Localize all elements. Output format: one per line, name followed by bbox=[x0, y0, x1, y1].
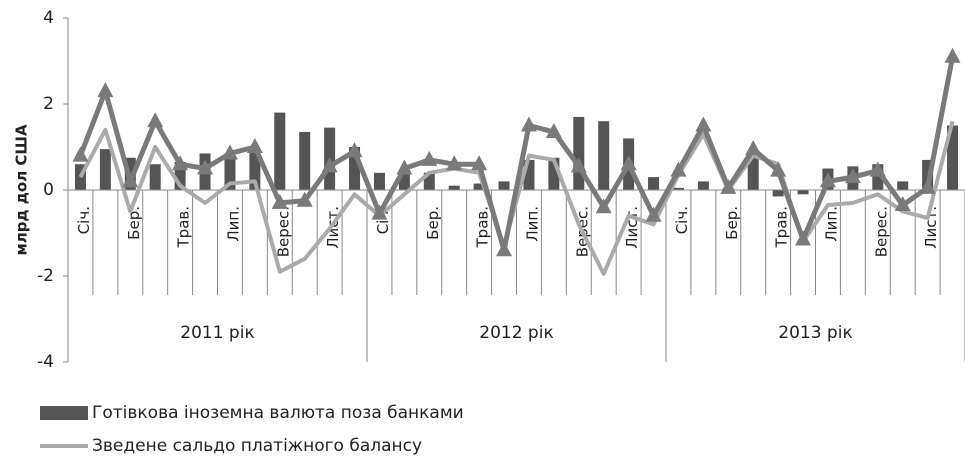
marker bbox=[97, 82, 114, 98]
marker bbox=[172, 155, 189, 171]
bar bbox=[373, 172, 385, 190]
x-tick-label: Бер. bbox=[125, 206, 143, 240]
x-tick-label: Трав. bbox=[773, 206, 791, 248]
x-tick-label: Лип. bbox=[822, 206, 840, 242]
marker bbox=[620, 155, 637, 171]
marker bbox=[894, 196, 911, 212]
marker bbox=[695, 116, 712, 132]
bar bbox=[99, 149, 111, 190]
marker bbox=[645, 206, 662, 222]
bar bbox=[548, 157, 560, 190]
bar bbox=[149, 164, 161, 190]
marker bbox=[745, 140, 762, 156]
marker bbox=[471, 155, 488, 171]
marker bbox=[869, 161, 886, 177]
bar bbox=[772, 190, 784, 197]
bar bbox=[274, 112, 286, 190]
marker bbox=[147, 112, 164, 128]
bar bbox=[697, 181, 709, 190]
marker bbox=[296, 191, 313, 207]
x-tick-label: Трав. bbox=[175, 206, 193, 248]
marker bbox=[421, 150, 438, 166]
y-tick-label: -4 bbox=[37, 352, 54, 372]
marker bbox=[770, 161, 787, 177]
x-tick-label: Лип. bbox=[523, 206, 541, 242]
bar bbox=[598, 121, 610, 190]
bar bbox=[523, 159, 535, 190]
x-tick-label: Верес. bbox=[872, 206, 890, 257]
y-axis-label: млрд дол США bbox=[13, 124, 31, 255]
marker bbox=[944, 47, 961, 63]
marker bbox=[595, 198, 612, 214]
x-tick-label: Лист. bbox=[922, 206, 940, 249]
bar bbox=[672, 187, 684, 190]
marker bbox=[321, 157, 338, 173]
marker bbox=[371, 204, 388, 220]
x-tick-label: Верес. bbox=[274, 206, 292, 257]
y-tick-label: 0 bbox=[43, 180, 54, 200]
bar bbox=[872, 164, 884, 190]
bar bbox=[573, 116, 585, 190]
marker bbox=[246, 138, 263, 153]
bar bbox=[224, 153, 236, 190]
year-label: 2012 рік bbox=[479, 323, 553, 343]
marker bbox=[545, 122, 562, 138]
bar bbox=[174, 162, 186, 190]
marker bbox=[446, 155, 463, 171]
marker bbox=[346, 142, 363, 158]
marker bbox=[396, 159, 413, 175]
marker bbox=[670, 161, 687, 177]
marker bbox=[819, 172, 836, 188]
y-tick-label: 2 bbox=[43, 94, 54, 114]
legend-swatch bbox=[40, 406, 88, 420]
marker bbox=[271, 193, 288, 209]
marker bbox=[122, 172, 139, 188]
marker bbox=[570, 157, 587, 173]
legend-label: Готівкова іноземна валюта поза банками bbox=[92, 403, 464, 423]
bar bbox=[448, 185, 460, 190]
marker bbox=[520, 116, 537, 132]
legend-label: Зведене сальдо платіжного балансу bbox=[92, 436, 422, 456]
bar bbox=[747, 151, 759, 190]
x-tick-label: Бер. bbox=[723, 206, 741, 240]
marker bbox=[720, 178, 737, 194]
bar bbox=[423, 172, 435, 190]
bar bbox=[398, 170, 410, 190]
marker bbox=[221, 144, 238, 160]
year-label: 2011 рік bbox=[180, 323, 254, 343]
x-tick-label: Бер. bbox=[424, 206, 442, 240]
x-tick-label: Трав. bbox=[474, 206, 492, 248]
x-tick-label: Січ. bbox=[673, 206, 691, 234]
marker bbox=[72, 146, 89, 162]
marker bbox=[496, 241, 513, 257]
marker bbox=[844, 168, 861, 184]
bar bbox=[299, 131, 311, 190]
bar bbox=[797, 190, 809, 195]
bar bbox=[249, 149, 261, 190]
y-tick-label: 4 bbox=[43, 8, 54, 28]
bar bbox=[648, 177, 660, 190]
marker bbox=[795, 230, 812, 246]
bar bbox=[349, 147, 361, 190]
y-tick-label: -2 bbox=[37, 266, 54, 286]
marker bbox=[197, 159, 214, 175]
bar bbox=[897, 181, 909, 190]
marker bbox=[919, 178, 936, 194]
bar bbox=[473, 183, 485, 190]
x-tick-label: Лип. bbox=[224, 206, 242, 242]
bar bbox=[498, 181, 510, 190]
x-tick-label: Січ. bbox=[75, 206, 93, 234]
bar bbox=[947, 125, 959, 190]
year-label: 2013 рік bbox=[778, 323, 852, 343]
